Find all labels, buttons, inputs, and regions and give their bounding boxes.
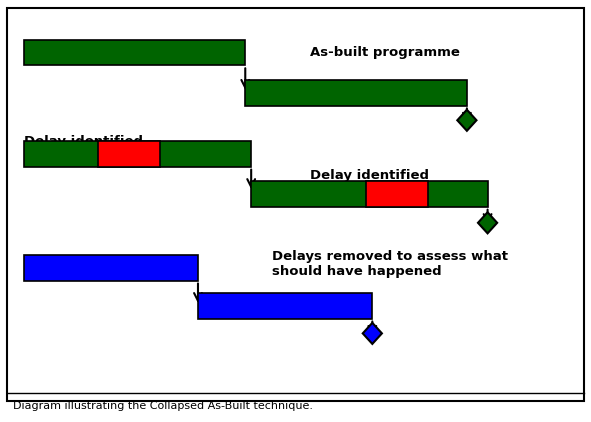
Bar	[366, 181, 428, 207]
Text: Diagram illustrating the Collapsed As-Built technique.: Diagram illustrating the Collapsed As-Bu…	[13, 401, 313, 411]
Text: Delay identified: Delay identified	[24, 135, 142, 148]
Text: Delays removed to assess what
should have happened: Delays removed to assess what should hav…	[272, 250, 508, 278]
Bar	[251, 181, 488, 207]
Text: As-built programme: As-built programme	[310, 46, 460, 59]
Bar	[245, 80, 467, 106]
Polygon shape	[478, 212, 497, 233]
Polygon shape	[457, 110, 476, 131]
Polygon shape	[363, 323, 382, 344]
Text: Delay identified: Delay identified	[310, 169, 429, 181]
Bar	[198, 293, 372, 319]
Bar	[24, 40, 245, 65]
Bar	[24, 141, 251, 167]
Bar	[24, 255, 198, 281]
Bar	[98, 141, 160, 167]
